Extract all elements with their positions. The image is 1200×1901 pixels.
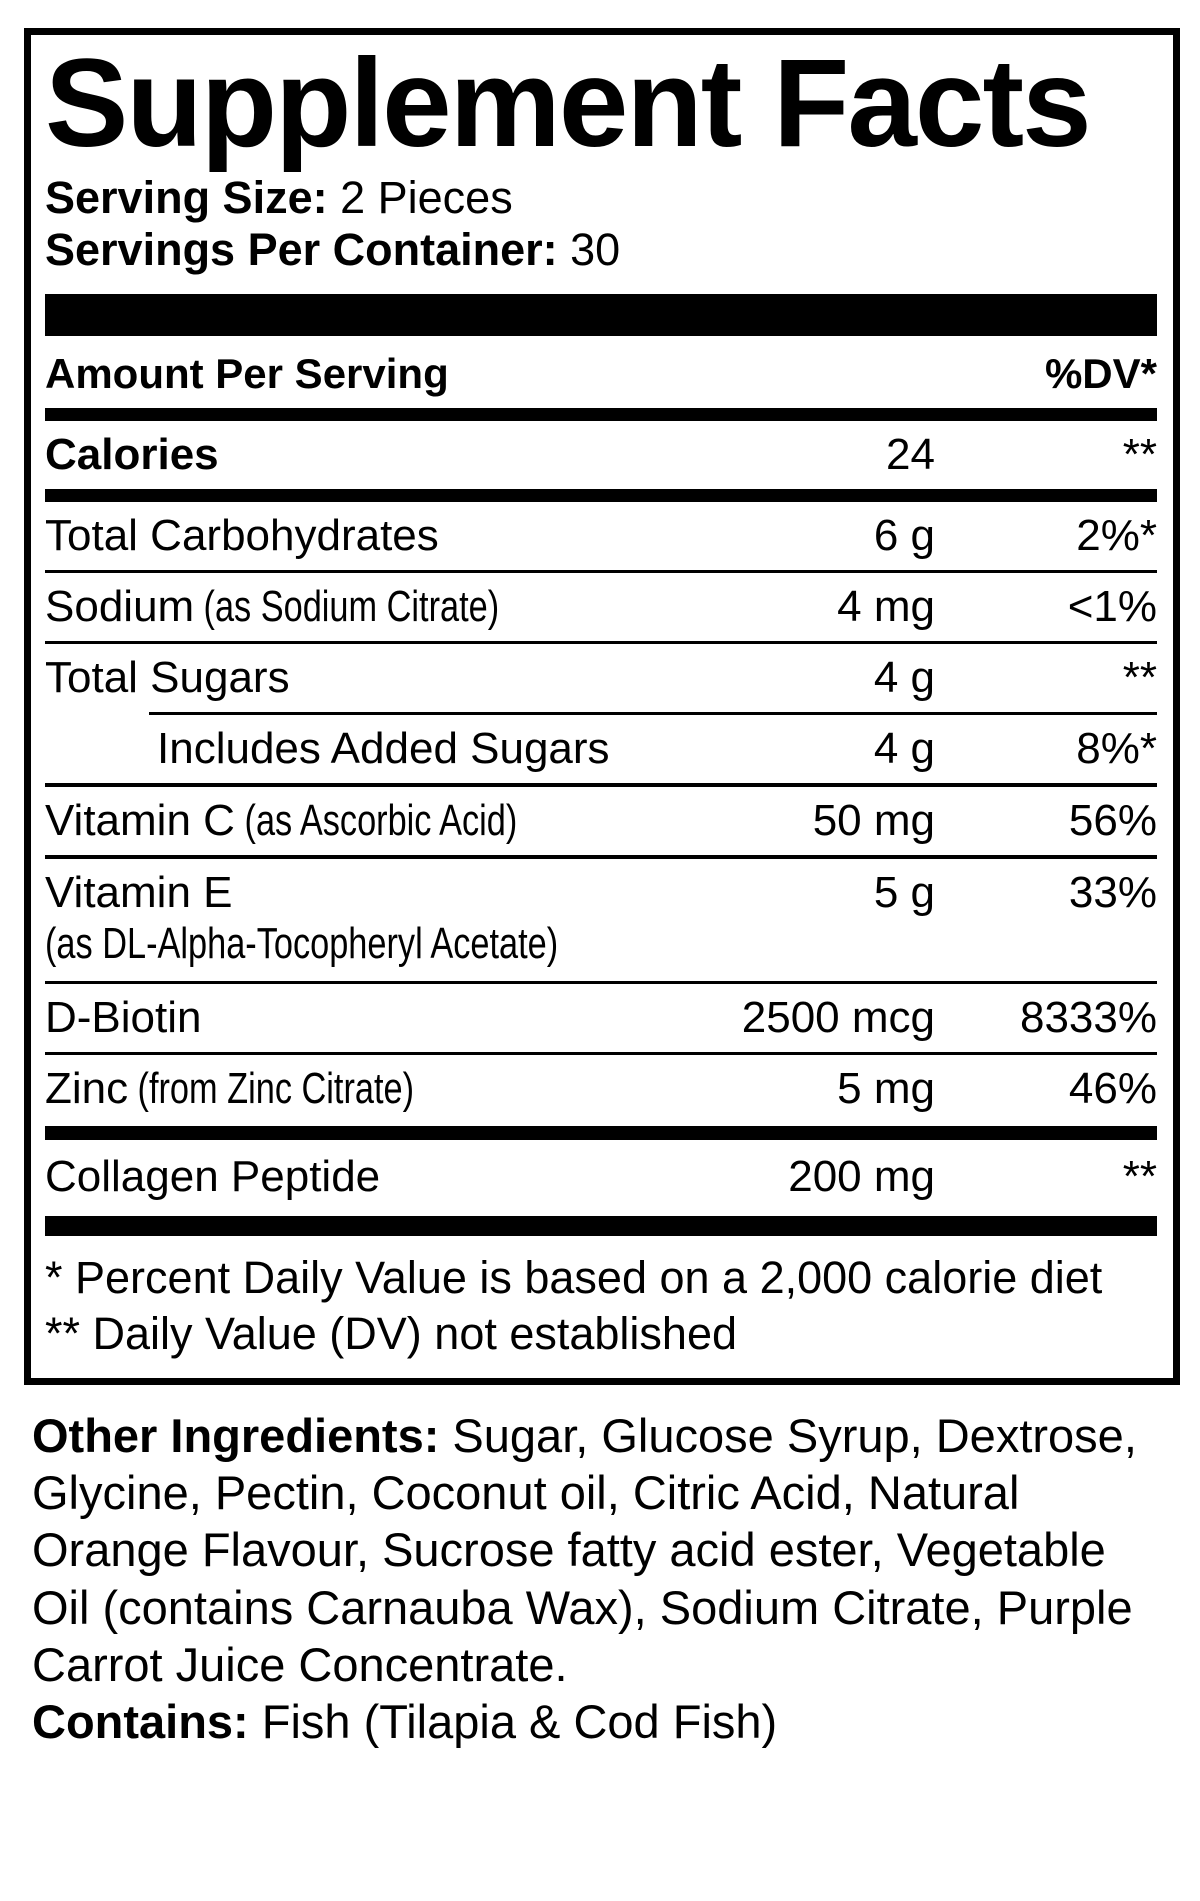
divider (45, 981, 1157, 985)
divider (45, 1052, 1157, 1056)
serving-size-label: Serving Size: (45, 171, 328, 223)
nutrient-row-sodium: Sodium (as Sodium Citrate) 4 mg <1% (45, 573, 1157, 641)
nutrient-dv: <1% (1067, 582, 1157, 632)
nutrient-dv: ** (1122, 430, 1157, 480)
divider (45, 855, 1157, 860)
nutrient-dv: 46% (1068, 1064, 1157, 1114)
nutrient-dv: 56% (1068, 796, 1157, 846)
nutrient-amount: 200 mg (788, 1152, 935, 1202)
nutrient-name: Includes Added Sugars (157, 724, 610, 774)
not-established-footnote: ** Daily Value (DV) not established (45, 1307, 738, 1359)
vitamin-e-source-note: (as DL-Alpha-Tocopheryl Acetate) (45, 919, 559, 969)
divider (45, 641, 1157, 645)
nutrient-row-d-biotin: D-Biotin 2500 mcg 8333% (45, 984, 1157, 1052)
other-ingredients-label: Other Ingredients: (32, 1408, 440, 1462)
nutrient-row-total-sugars: Total Sugars 4 g ** (45, 644, 1157, 712)
nutrient-name: Vitamin E (45, 868, 233, 918)
medium-divider-bar (45, 408, 1157, 422)
nutrient-name: Zinc (from Zinc Citrate) (45, 1064, 415, 1114)
indented-divider (149, 712, 1157, 716)
nutrient-dv: 33% (1068, 868, 1157, 918)
nutrient-name: Vitamin C (as Ascorbic Acid) (45, 796, 518, 846)
nutrient-dv: ** (1122, 653, 1157, 703)
nutrient-name: D-Biotin (45, 993, 202, 1043)
nutrient-name: Total Carbohydrates (45, 511, 439, 561)
nutrient-row-total-carbohydrates: Total Carbohydrates 6 g 2%* (45, 502, 1157, 570)
divider (45, 570, 1157, 574)
nutrient-row-calories: Calories 24 ** (45, 421, 1157, 489)
serving-size-value: 2 Pieces (327, 171, 513, 223)
nutrient-row-added-sugars: Includes Added Sugars 4 g 8%* (45, 715, 1157, 783)
servings-per-container-line: Servings Per Container: 30 (45, 224, 1157, 277)
column-header-row: Amount Per Serving %DV* (45, 346, 1157, 408)
nutrient-amount: 4 mg (837, 582, 935, 632)
nutrient-dv: 2%* (1076, 511, 1157, 561)
dv-header: %DV* (1044, 350, 1157, 398)
servings-per-container-value: 30 (557, 224, 621, 276)
nutrient-amount: 2500 mcg (741, 993, 935, 1043)
nutrient-row-zinc: Zinc (from Zinc Citrate) 5 mg 46% (45, 1055, 1157, 1123)
nutrient-amount: 5 g (873, 868, 935, 918)
medium-divider-bar (45, 1126, 1157, 1141)
contains-text: Fish (Tilapia & Cod Fish) (248, 1695, 778, 1749)
other-ingredients-text: Sugar, Glucose Syrup, Dextrose, Glycine,… (32, 1408, 1137, 1691)
other-ingredients-paragraph: Other Ingredients: Sugar, Glucose Syrup,… (32, 1407, 1174, 1694)
nutrient-amount: 4 g (873, 724, 935, 774)
nutrient-dv: 8%* (1076, 724, 1157, 774)
nutrient-name: Calories (45, 430, 219, 480)
nutrient-source-note: (as Sodium Citrate) (194, 582, 500, 632)
panel-title: Supplement Facts (45, 34, 1092, 173)
contains-line: Contains: Fish (Tilapia & Cod Fish) (32, 1693, 1174, 1750)
servings-per-container-label: Servings Per Container: (45, 224, 558, 276)
serving-size-line: Serving Size: 2 Pieces (45, 172, 1157, 225)
nutrient-amount: 4 g (873, 653, 935, 703)
nutrient-row-collagen-peptide: Collagen Peptide 200 mg ** (45, 1143, 1157, 1211)
medium-divider-bar (45, 489, 1157, 503)
nutrient-source-note: (from Zinc Citrate) (128, 1064, 415, 1114)
thick-divider-bar (45, 1216, 1157, 1237)
nutrient-source-note: (as Ascorbic Acid) (234, 796, 518, 846)
daily-value-footnote: * Percent Daily Value is based on a 2,00… (45, 1252, 1103, 1304)
contains-label: Contains: (32, 1695, 249, 1749)
nutrient-dv: ** (1122, 1152, 1157, 1202)
nutrient-name: Total Sugars (45, 653, 290, 703)
amount-per-serving-header: Amount Per Serving (45, 350, 449, 398)
nutrient-amount: 50 mg (812, 796, 935, 846)
thick-divider-bar (45, 294, 1157, 337)
supplement-facts-panel: Supplement Facts Serving Size: 2 Pieces … (24, 28, 1180, 1385)
nutrient-row-vitamin-c: Vitamin C (as Ascorbic Acid) 50 mg 56% (45, 787, 1157, 855)
nutrient-name: Collagen Peptide (45, 1152, 381, 1202)
nutrient-amount: 5 mg (837, 1064, 935, 1114)
nutrient-amount: 6 g (873, 511, 935, 561)
nutrient-amount: 24 (886, 430, 935, 480)
divider (45, 783, 1157, 788)
nutrient-row-vitamin-e: Vitamin E 5 g 33% (45, 859, 1157, 927)
nutrient-dv: 8333% (1019, 993, 1157, 1043)
nutrient-name: Sodium (as Sodium Citrate) (45, 582, 500, 632)
